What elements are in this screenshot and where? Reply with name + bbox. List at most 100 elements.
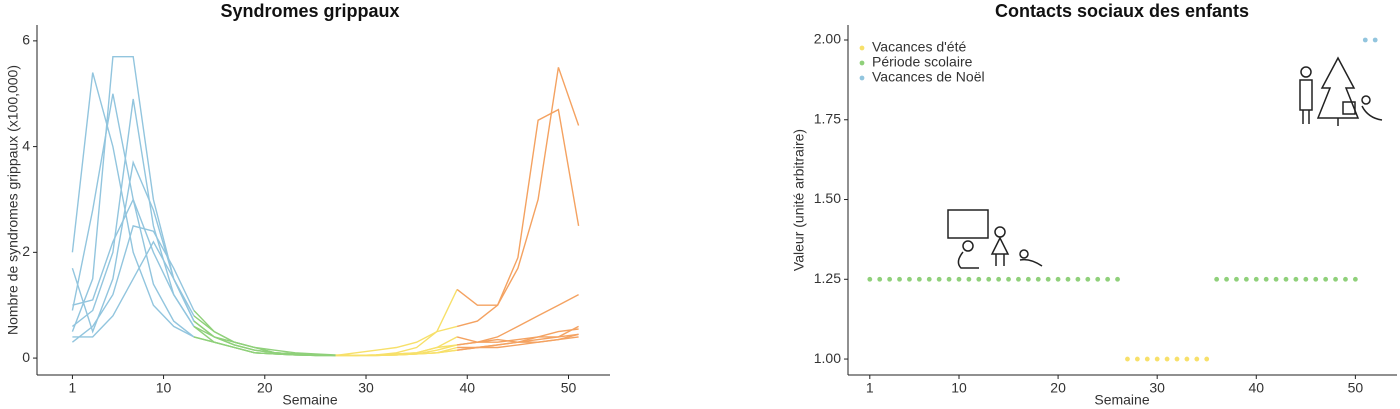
point	[1144, 356, 1150, 362]
point	[877, 276, 883, 282]
point	[996, 276, 1002, 282]
point	[1372, 37, 1378, 43]
season-line	[71, 98, 195, 327]
point	[1273, 276, 1279, 282]
x-tick-label: 40	[459, 380, 475, 396]
legend-swatch	[859, 60, 865, 66]
season-line	[71, 225, 195, 343]
chart-title: Contacts sociaux des enfants	[995, 1, 1249, 21]
x-tick-label: 1	[69, 380, 77, 396]
legend-swatch	[859, 45, 865, 51]
point	[1045, 276, 1051, 282]
point	[1234, 276, 1239, 282]
season-line	[71, 160, 195, 334]
y-tick-label: 2	[22, 243, 30, 259]
point	[1323, 276, 1329, 282]
panel: Syndromes grippaux Semaine Nombre de syndr…	[5, 1, 610, 408]
season-line	[457, 293, 579, 346]
season-line	[193, 336, 336, 357]
season-line	[335, 289, 458, 357]
point	[1243, 276, 1249, 282]
point	[1134, 356, 1140, 362]
point	[1204, 356, 1210, 362]
y-tick-label: 1.25	[814, 270, 841, 286]
y-axis-label: Valeur (unité arbitraire)	[791, 129, 807, 271]
season-line	[457, 336, 579, 349]
point	[1283, 276, 1289, 282]
season-line	[193, 336, 336, 357]
season-line	[335, 325, 458, 357]
point	[1115, 276, 1120, 282]
x-tick-label: 50	[1348, 380, 1364, 396]
point	[926, 276, 932, 282]
point	[1253, 276, 1259, 282]
season-line	[193, 325, 336, 357]
season-line	[193, 315, 336, 356]
illustration-school	[947, 209, 1043, 269]
point	[1055, 276, 1061, 282]
point	[966, 276, 972, 282]
y-tick-label: 1.75	[814, 110, 841, 126]
point	[1006, 276, 1011, 282]
panel: Contacts sociaux des enfants Semaine Valeu…	[791, 1, 1397, 408]
y-tick-label: 1.00	[814, 350, 841, 366]
y-tick-label: 2.00	[814, 31, 841, 47]
point	[1016, 276, 1021, 282]
x-tick-label: 10	[156, 380, 172, 396]
season-line	[456, 108, 580, 328]
point	[1154, 356, 1160, 362]
legend-label: Période scolaire	[872, 54, 973, 70]
x-tick-label: 50	[561, 380, 577, 396]
illustration-christmas	[1299, 56, 1383, 126]
y-axis-label: Nombre de syndromes grippaux (x100,000)	[5, 65, 21, 335]
point	[1214, 276, 1220, 282]
point	[976, 276, 982, 282]
point	[867, 276, 873, 282]
season-line	[71, 56, 195, 332]
point	[986, 276, 992, 282]
point	[916, 276, 922, 282]
y-tick-label: 0	[22, 349, 30, 365]
point	[1085, 276, 1091, 282]
x-tick-label: 20	[257, 380, 273, 396]
point	[1095, 276, 1101, 282]
point	[887, 276, 893, 282]
point	[1105, 276, 1111, 282]
point	[946, 276, 952, 282]
x-tick-label: 30	[358, 380, 374, 396]
legend-swatch	[859, 75, 865, 81]
point	[1352, 276, 1358, 282]
point	[1075, 276, 1081, 282]
x-tick-label: 10	[951, 380, 967, 396]
chart-title: Syndromes grippaux	[220, 1, 399, 21]
point	[1194, 356, 1200, 362]
point	[1125, 356, 1130, 362]
x-axis-label: Semaine	[282, 392, 337, 408]
x-tick-label: 40	[1248, 380, 1264, 396]
legend-label: Vacances de Noël	[872, 69, 985, 85]
season-line	[456, 67, 580, 306]
point	[1303, 276, 1309, 282]
season-line	[335, 346, 458, 357]
season-line	[457, 325, 579, 351]
season-line	[72, 197, 195, 327]
point	[1164, 356, 1170, 362]
y-tick-label: 4	[22, 137, 30, 153]
point	[1293, 276, 1299, 282]
point	[897, 276, 902, 282]
point	[1184, 356, 1190, 362]
point	[1174, 356, 1180, 362]
x-tick-label: 20	[1050, 380, 1066, 396]
point	[1313, 276, 1319, 282]
point	[1333, 276, 1338, 282]
x-tick-label: 30	[1149, 380, 1165, 396]
point	[1035, 276, 1041, 282]
point	[1025, 276, 1031, 282]
point	[907, 276, 912, 282]
point	[1263, 276, 1269, 282]
point	[956, 276, 962, 282]
point	[936, 276, 942, 282]
point	[1362, 37, 1368, 43]
x-tick-label: 1	[866, 380, 874, 396]
